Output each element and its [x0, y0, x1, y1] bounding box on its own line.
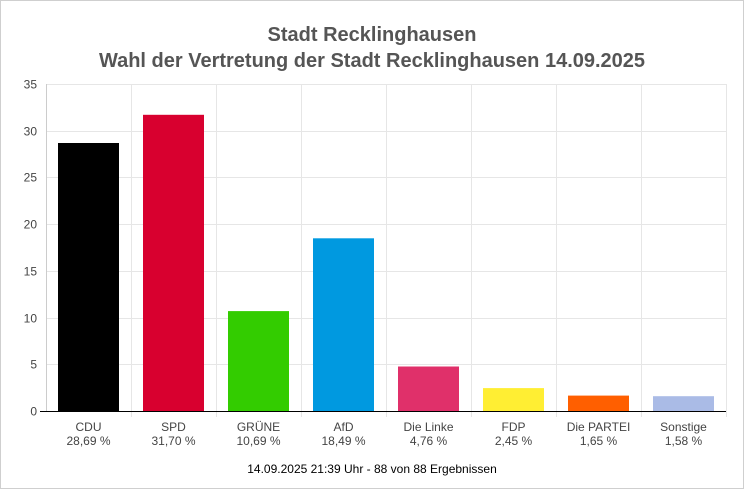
x-category-label: GRÜNE — [237, 420, 280, 434]
x-value-label: 2,45 % — [495, 434, 533, 448]
x-category-label: FDP — [502, 420, 526, 434]
y-tick-label: 10 — [24, 312, 38, 326]
chart-title: Stadt Recklinghausen — [267, 24, 477, 46]
x-category-label: SPD — [161, 420, 186, 434]
y-tick-label: 15 — [24, 265, 38, 279]
bar-sonstige[interactable] — [653, 396, 714, 411]
y-tick-label: 5 — [30, 358, 37, 372]
x-value-label: 28,69 % — [66, 434, 110, 448]
x-category-label: CDU — [76, 420, 102, 434]
footer-status: 14.09.2025 21:39 Uhr - 88 von 88 Ergebni… — [247, 462, 497, 476]
y-tick-label: 25 — [24, 171, 38, 185]
x-value-label: 1,65 % — [580, 434, 618, 448]
bar-spd[interactable] — [143, 114, 204, 412]
bar-fdp[interactable] — [483, 388, 544, 411]
x-value-label: 18,49 % — [321, 434, 365, 448]
x-category-label: Sonstige — [660, 420, 707, 434]
y-tick-label: 20 — [24, 218, 38, 232]
bar-afd[interactable] — [313, 238, 374, 411]
bar-die-partei[interactable] — [568, 395, 629, 411]
chart-subtitle: Wahl der Vertretung der Stadt Recklingha… — [98, 50, 646, 72]
bar-die-linke[interactable] — [398, 366, 459, 412]
x-value-label: 31,70 % — [151, 434, 195, 448]
x-value-label: 1,58 % — [665, 434, 703, 448]
x-category-label: AfD — [333, 420, 353, 434]
x-category-label: Die PARTEI — [567, 420, 631, 434]
x-value-label: 10,69 % — [236, 434, 280, 448]
bar-cdu[interactable] — [58, 143, 119, 411]
x-category-label: Die Linke — [403, 420, 453, 434]
y-tick-label: 30 — [24, 125, 38, 139]
bar-gr-ne[interactable] — [228, 311, 289, 411]
y-tick-label: 35 — [24, 78, 38, 92]
y-tick-label: 0 — [30, 405, 37, 419]
x-value-label: 4,76 % — [410, 434, 448, 448]
